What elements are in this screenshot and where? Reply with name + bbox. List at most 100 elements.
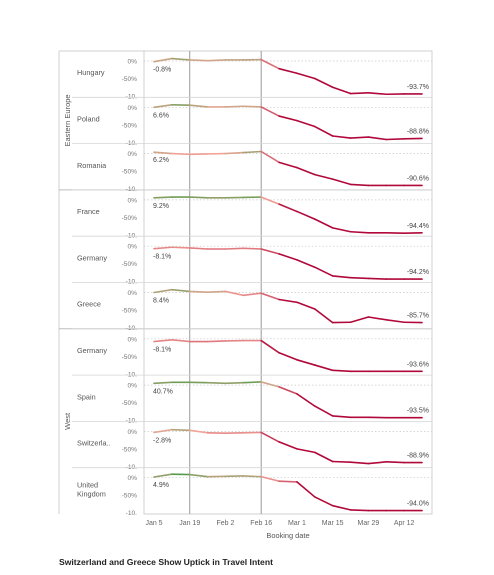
start-value-label: 6.6% bbox=[153, 112, 169, 119]
series-line-segment bbox=[296, 72, 316, 80]
row-label: Germany bbox=[77, 346, 107, 355]
series-line-segment bbox=[313, 308, 334, 324]
row-label: Romania bbox=[77, 161, 107, 170]
start-value-label: -8.1% bbox=[153, 347, 171, 354]
series-line-segment bbox=[224, 151, 245, 155]
series-line-segment bbox=[260, 339, 280, 354]
row-label: Spain bbox=[77, 392, 96, 401]
series-line-segment bbox=[349, 136, 370, 139]
series-line-segment bbox=[188, 196, 209, 199]
series-line-segment bbox=[367, 277, 388, 280]
series-line-segment bbox=[313, 405, 334, 417]
series-line-segment bbox=[296, 448, 316, 454]
series-line-segment bbox=[313, 218, 334, 229]
y-tick-label: -50% bbox=[122, 261, 138, 268]
row-label: Switzerla.. bbox=[77, 439, 111, 448]
series-line-segment bbox=[278, 115, 298, 122]
x-tick-label: Mar 29 bbox=[358, 520, 380, 527]
series-line-segment bbox=[153, 104, 173, 109]
start-value-label: -8.1% bbox=[153, 254, 171, 261]
y-tick-label: 0% bbox=[127, 383, 137, 390]
x-tick-label: Mar 15 bbox=[322, 520, 344, 527]
series-line-segment bbox=[385, 318, 405, 324]
row-label: Greece bbox=[77, 300, 101, 309]
series-line-segment bbox=[349, 92, 370, 95]
series-line-segment bbox=[260, 431, 280, 443]
series-line-segment bbox=[313, 173, 334, 180]
series-line-segment bbox=[331, 369, 352, 373]
series-line-segment bbox=[171, 152, 191, 156]
series-line-segment bbox=[260, 106, 280, 117]
series-line-segment bbox=[313, 125, 334, 137]
y-tick-label: 0% bbox=[127, 59, 137, 66]
series-line-segment bbox=[242, 475, 263, 478]
series-line-segment bbox=[278, 480, 298, 483]
series-line-segment bbox=[278, 351, 298, 361]
series-line-segment bbox=[313, 77, 334, 89]
end-value-label: -90.6% bbox=[407, 175, 429, 182]
start-value-label: -2.8% bbox=[153, 437, 171, 444]
x-tick-label: Apr 12 bbox=[394, 520, 415, 527]
series-line-segment bbox=[153, 151, 173, 155]
series-line-segment bbox=[331, 415, 352, 419]
y-tick-label: 0% bbox=[127, 197, 137, 204]
row-label: United bbox=[77, 480, 98, 489]
row-label: Poland bbox=[77, 114, 100, 123]
y-tick-label: -50% bbox=[122, 400, 138, 407]
series-line-segment bbox=[206, 290, 227, 293]
series-line-segment bbox=[153, 381, 173, 385]
end-value-label: -94.4% bbox=[407, 223, 429, 230]
series-line-segment bbox=[260, 196, 280, 205]
series-line-segment bbox=[278, 253, 298, 261]
series-line-segment bbox=[331, 86, 352, 95]
series-line-segment bbox=[260, 58, 280, 70]
series-line-segment bbox=[206, 381, 227, 385]
y-tick-label: -50% bbox=[122, 308, 138, 315]
series-line-segment bbox=[278, 161, 298, 169]
series-line-segment bbox=[313, 451, 334, 463]
series-line-segment bbox=[188, 473, 209, 478]
series-line-segment bbox=[349, 276, 370, 280]
series-line-segment bbox=[188, 429, 209, 434]
series-line-segment bbox=[224, 105, 245, 108]
series-line-segment bbox=[278, 203, 298, 213]
y-tick-label: -50% bbox=[122, 76, 138, 83]
x-tick-label: Jan 19 bbox=[179, 520, 200, 527]
series-line-segment bbox=[171, 246, 191, 249]
series-line-segment bbox=[385, 461, 405, 464]
series-line-segment bbox=[349, 230, 370, 234]
start-value-label: 9.2% bbox=[153, 203, 169, 210]
series-line-segment bbox=[367, 316, 388, 321]
series-line-segment bbox=[153, 246, 173, 250]
row-label: France bbox=[77, 207, 100, 216]
start-value-label: 4.9% bbox=[153, 482, 169, 489]
series-line-segment bbox=[331, 275, 352, 279]
series-line-segment bbox=[296, 481, 316, 498]
end-value-label: -94.0% bbox=[407, 501, 429, 508]
series-line-segment bbox=[296, 166, 316, 176]
chart-caption: Switzerland and Greece Show Uptick in Tr… bbox=[59, 557, 273, 567]
series-line-segment bbox=[296, 358, 316, 366]
series-line-segment bbox=[331, 178, 352, 186]
series-line-segment bbox=[188, 290, 209, 293]
group-label: West bbox=[63, 412, 72, 430]
series-line-segment bbox=[224, 290, 245, 297]
y-tick-label: -50% bbox=[122, 354, 138, 361]
series-line-segment bbox=[188, 247, 209, 250]
y-tick-label: 0% bbox=[127, 244, 137, 251]
end-value-label: -88.8% bbox=[407, 128, 429, 135]
series-line-segment bbox=[260, 475, 280, 483]
series-line-segment bbox=[349, 316, 370, 324]
series-line-segment bbox=[242, 292, 263, 297]
series-line-segment bbox=[224, 247, 245, 250]
series-line-segment bbox=[331, 460, 352, 464]
y-tick-label: -10. bbox=[126, 510, 138, 517]
series-line-segment bbox=[296, 210, 316, 220]
series-line-segment bbox=[153, 288, 173, 294]
series-line-segment bbox=[242, 105, 263, 108]
series-line-segment bbox=[188, 104, 209, 108]
y-tick-label: -50% bbox=[122, 493, 138, 500]
series-line-segment bbox=[206, 340, 227, 343]
end-value-label: -94.2% bbox=[407, 269, 429, 276]
series-line-segment bbox=[367, 92, 388, 96]
